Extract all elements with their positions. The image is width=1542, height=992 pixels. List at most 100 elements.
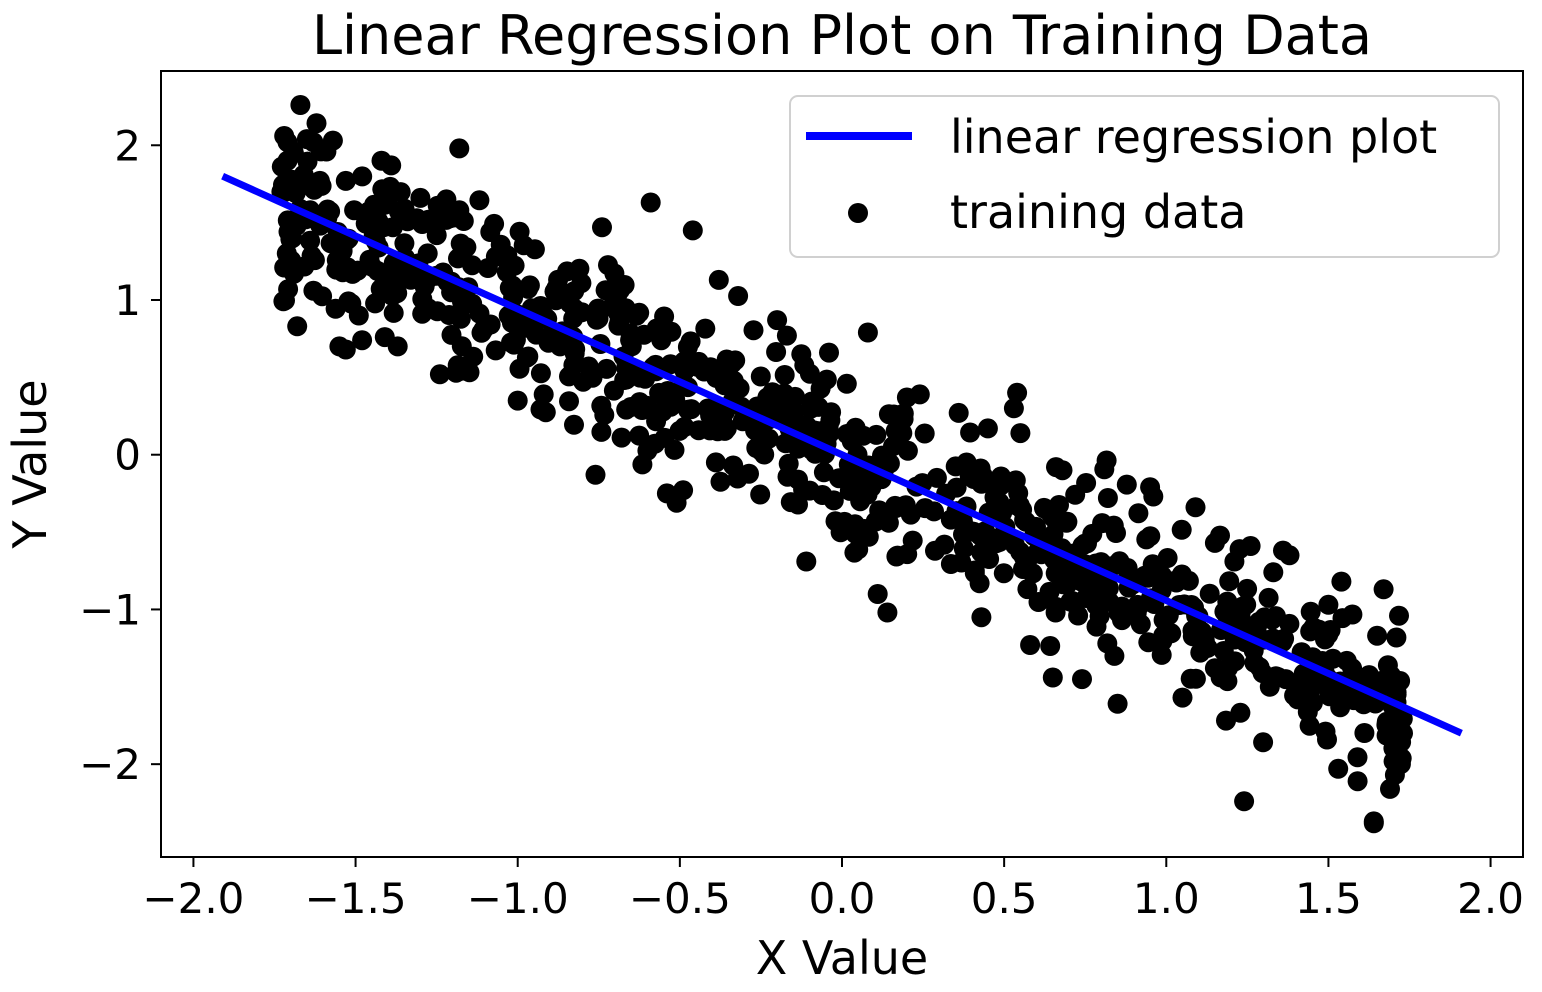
data-point bbox=[975, 521, 996, 542]
data-point bbox=[829, 468, 849, 489]
data-point bbox=[896, 387, 917, 408]
data-point bbox=[708, 269, 729, 290]
data-point bbox=[1342, 658, 1363, 679]
data-point bbox=[359, 249, 380, 270]
data-point bbox=[1199, 583, 1220, 604]
data-point bbox=[1275, 669, 1296, 690]
data-point bbox=[1392, 708, 1413, 729]
data-point bbox=[418, 298, 439, 319]
data-point bbox=[723, 370, 744, 391]
data-point bbox=[585, 464, 606, 485]
data-point bbox=[300, 230, 321, 251]
regression-line bbox=[221, 173, 1463, 737]
data-point bbox=[592, 217, 612, 238]
data-point bbox=[861, 477, 882, 498]
data-point bbox=[620, 330, 641, 351]
data-point bbox=[1068, 605, 1089, 626]
data-point bbox=[544, 281, 565, 302]
data-point bbox=[276, 243, 297, 264]
data-point bbox=[902, 530, 923, 551]
data-point bbox=[897, 440, 918, 461]
data-point bbox=[559, 391, 579, 412]
data-point bbox=[972, 465, 993, 486]
data-point bbox=[776, 325, 797, 346]
data-point bbox=[513, 235, 534, 256]
data-point bbox=[751, 440, 771, 461]
data-point bbox=[644, 433, 665, 454]
data-point bbox=[766, 342, 787, 362]
data-point bbox=[297, 151, 318, 172]
data-point bbox=[774, 365, 795, 385]
data-point bbox=[977, 418, 998, 439]
data-point bbox=[1219, 571, 1240, 592]
data-point bbox=[808, 421, 829, 442]
data-point bbox=[1043, 524, 1064, 545]
data-point bbox=[960, 422, 981, 443]
data-point bbox=[326, 250, 347, 271]
data-point bbox=[652, 401, 673, 422]
data-point bbox=[778, 453, 799, 474]
data-point bbox=[1153, 625, 1174, 646]
data-point bbox=[1116, 474, 1137, 495]
data-point bbox=[610, 280, 631, 301]
data-point bbox=[1299, 715, 1320, 736]
x-tick-label: 0.0 bbox=[809, 874, 876, 923]
data-point bbox=[273, 291, 294, 312]
y-tick-label: −2 bbox=[79, 740, 141, 789]
data-point bbox=[287, 316, 308, 337]
data-point bbox=[640, 192, 661, 213]
data-point bbox=[1237, 578, 1258, 599]
data-point bbox=[1386, 627, 1407, 648]
data-point bbox=[680, 331, 701, 352]
data-point bbox=[518, 278, 539, 299]
data-point bbox=[598, 255, 618, 276]
data-point bbox=[1363, 813, 1384, 834]
data-point bbox=[1040, 636, 1061, 656]
data-point bbox=[1133, 567, 1154, 587]
data-point bbox=[750, 366, 771, 387]
data-point bbox=[290, 95, 311, 115]
data-point bbox=[449, 138, 470, 159]
data-point bbox=[352, 166, 373, 187]
x-axis-ticks: −2.0 −1.5 −1.0 −0.5 0.0 0.5 1.0 1.5 2.0 bbox=[142, 857, 1524, 923]
data-point bbox=[948, 402, 969, 423]
x-tick-label: −1.0 bbox=[467, 874, 569, 923]
data-point bbox=[535, 402, 556, 423]
data-point bbox=[812, 485, 833, 505]
data-point bbox=[743, 320, 764, 341]
data-point bbox=[848, 539, 869, 560]
data-point bbox=[993, 563, 1014, 584]
data-point bbox=[723, 455, 744, 476]
data-point bbox=[837, 424, 857, 444]
data-point bbox=[1180, 668, 1201, 689]
data-point bbox=[767, 310, 788, 331]
data-point bbox=[969, 573, 990, 594]
data-point bbox=[946, 477, 967, 498]
data-point bbox=[530, 363, 551, 384]
data-point bbox=[716, 418, 737, 439]
data-point bbox=[1152, 565, 1173, 586]
data-point bbox=[878, 404, 899, 425]
data-point bbox=[1042, 667, 1063, 688]
data-point bbox=[1065, 484, 1086, 505]
data-point bbox=[441, 324, 462, 345]
data-point bbox=[344, 200, 365, 221]
data-point bbox=[533, 384, 554, 405]
data-point bbox=[1347, 747, 1368, 768]
data-point bbox=[1096, 450, 1117, 471]
data-point bbox=[341, 293, 362, 314]
data-point bbox=[1218, 657, 1239, 678]
data-point bbox=[705, 452, 726, 473]
data-point bbox=[312, 286, 333, 307]
data-point bbox=[410, 187, 431, 208]
data-point bbox=[893, 403, 914, 424]
data-point bbox=[1249, 657, 1270, 678]
data-point bbox=[788, 494, 808, 515]
data-point bbox=[616, 399, 637, 420]
data-point bbox=[1153, 609, 1174, 630]
data-point bbox=[1005, 470, 1026, 491]
data-point bbox=[1367, 625, 1388, 646]
data-point bbox=[1107, 693, 1128, 714]
data-point bbox=[688, 351, 709, 372]
data-point bbox=[813, 462, 834, 483]
